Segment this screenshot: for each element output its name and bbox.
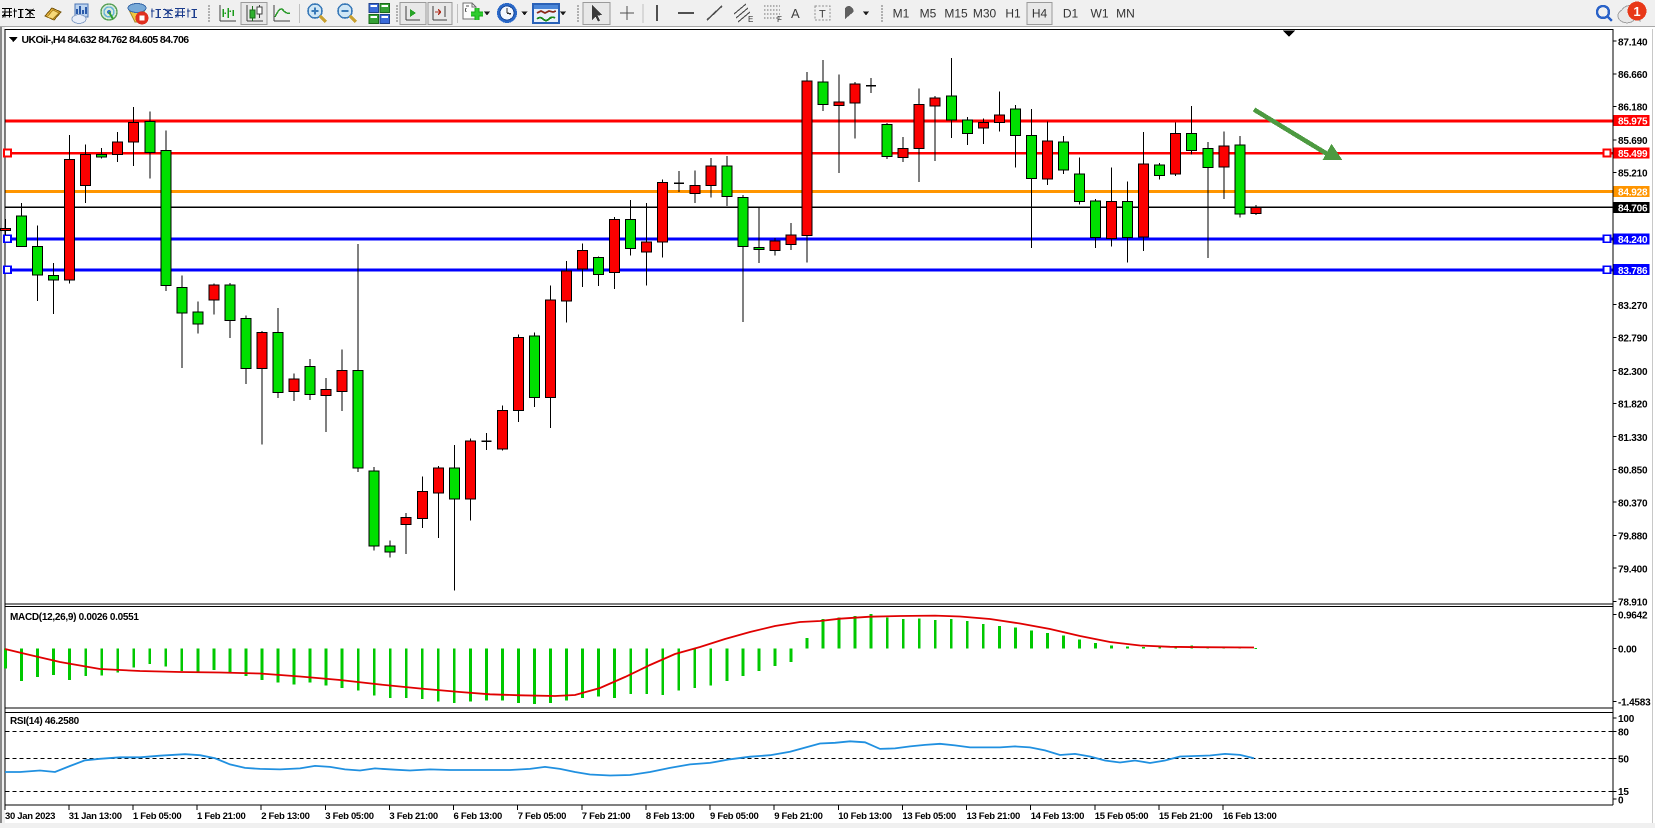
svg-text:81.330: 81.330 — [1618, 433, 1648, 444]
svg-text:2 Feb 13:00: 2 Feb 13:00 — [261, 811, 309, 822]
svg-text:84.706: 84.706 — [1618, 204, 1648, 215]
svg-text:82.300: 82.300 — [1618, 367, 1648, 378]
svg-text:6 Feb 13:00: 6 Feb 13:00 — [454, 811, 502, 822]
svg-text:80.850: 80.850 — [1618, 466, 1648, 477]
svg-text:79.400: 79.400 — [1618, 564, 1648, 575]
svg-text:85.975: 85.975 — [1618, 117, 1648, 128]
svg-text:84.240: 84.240 — [1618, 235, 1648, 246]
svg-text:85.210: 85.210 — [1618, 169, 1648, 180]
svg-text:9 Feb 05:00: 9 Feb 05:00 — [710, 811, 758, 822]
svg-text:H1: H1 — [1005, 7, 1021, 21]
svg-text:7 Feb 05:00: 7 Feb 05:00 — [518, 811, 566, 822]
svg-text:W1: W1 — [1091, 7, 1109, 21]
svg-text:3 Feb 21:00: 3 Feb 21:00 — [389, 811, 437, 822]
svg-text:M15: M15 — [944, 7, 968, 21]
svg-text:-1.4583: -1.4583 — [1618, 697, 1651, 708]
svg-text:13 Feb 21:00: 13 Feb 21:00 — [967, 811, 1020, 822]
svg-text:83.786: 83.786 — [1618, 266, 1648, 277]
svg-text:82.790: 82.790 — [1618, 334, 1648, 345]
svg-text:87.140: 87.140 — [1618, 37, 1648, 48]
svg-text:E: E — [748, 15, 753, 24]
svg-text:80.370: 80.370 — [1618, 498, 1648, 509]
svg-text:7 Feb 21:00: 7 Feb 21:00 — [582, 811, 630, 822]
svg-text:A: A — [791, 6, 800, 21]
svg-text:1 Feb 05:00: 1 Feb 05:00 — [133, 811, 181, 822]
svg-text:8 Feb 13:00: 8 Feb 13:00 — [646, 811, 694, 822]
svg-text:86.660: 86.660 — [1618, 70, 1648, 81]
svg-text:MACD(12,26,9) 0.0026 0.0551: MACD(12,26,9) 0.0026 0.0551 — [10, 612, 139, 623]
svg-text:13 Feb 05:00: 13 Feb 05:00 — [902, 811, 955, 822]
svg-text:1 Feb 21:00: 1 Feb 21:00 — [197, 811, 245, 822]
svg-text:78.910: 78.910 — [1618, 598, 1648, 609]
svg-text:79.880: 79.880 — [1618, 532, 1648, 543]
svg-text:85.499: 85.499 — [1618, 149, 1648, 160]
svg-text:D1: D1 — [1063, 7, 1079, 21]
svg-text:15: 15 — [1618, 787, 1629, 798]
svg-text:10 Feb 13:00: 10 Feb 13:00 — [838, 811, 891, 822]
svg-text:16 Feb 13:00: 16 Feb 13:00 — [1223, 811, 1276, 822]
svg-text:81.820: 81.820 — [1618, 400, 1648, 411]
svg-text:83.270: 83.270 — [1618, 301, 1648, 312]
svg-text:H4: H4 — [1032, 7, 1048, 21]
svg-text:T: T — [819, 9, 826, 21]
svg-text:85.690: 85.690 — [1618, 136, 1648, 147]
svg-text:100: 100 — [1618, 714, 1635, 725]
svg-text:14 Feb 13:00: 14 Feb 13:00 — [1031, 811, 1084, 822]
svg-text:F: F — [777, 15, 782, 24]
svg-text:0.00: 0.00 — [1618, 645, 1637, 656]
svg-text:M30: M30 — [973, 7, 997, 21]
svg-text:RSI(14) 46.2580: RSI(14) 46.2580 — [10, 716, 80, 727]
svg-text:UKOil-,H4 84.632 84.762 84.60: UKOil-,H4 84.632 84.762 84.605 84.706 — [22, 34, 190, 46]
svg-text:50: 50 — [1618, 754, 1629, 765]
svg-text:M1: M1 — [893, 7, 910, 21]
svg-text:0.9642: 0.9642 — [1618, 611, 1648, 622]
svg-text:31 Jan 13:00: 31 Jan 13:00 — [69, 811, 122, 822]
svg-text:1: 1 — [1633, 4, 1640, 19]
svg-text:80: 80 — [1618, 728, 1629, 739]
svg-text:MN: MN — [1116, 7, 1135, 21]
svg-text:3 Feb 05:00: 3 Feb 05:00 — [325, 811, 373, 822]
svg-text:0: 0 — [1618, 796, 1624, 807]
svg-text:9 Feb 21:00: 9 Feb 21:00 — [774, 811, 822, 822]
svg-text:30 Jan 2023: 30 Jan 2023 — [5, 811, 55, 822]
svg-text:15 Feb 21:00: 15 Feb 21:00 — [1159, 811, 1212, 822]
svg-text:15 Feb 05:00: 15 Feb 05:00 — [1095, 811, 1148, 822]
svg-text:M5: M5 — [920, 7, 937, 21]
svg-text:84.928: 84.928 — [1618, 188, 1648, 199]
svg-text:86.180: 86.180 — [1618, 103, 1648, 114]
